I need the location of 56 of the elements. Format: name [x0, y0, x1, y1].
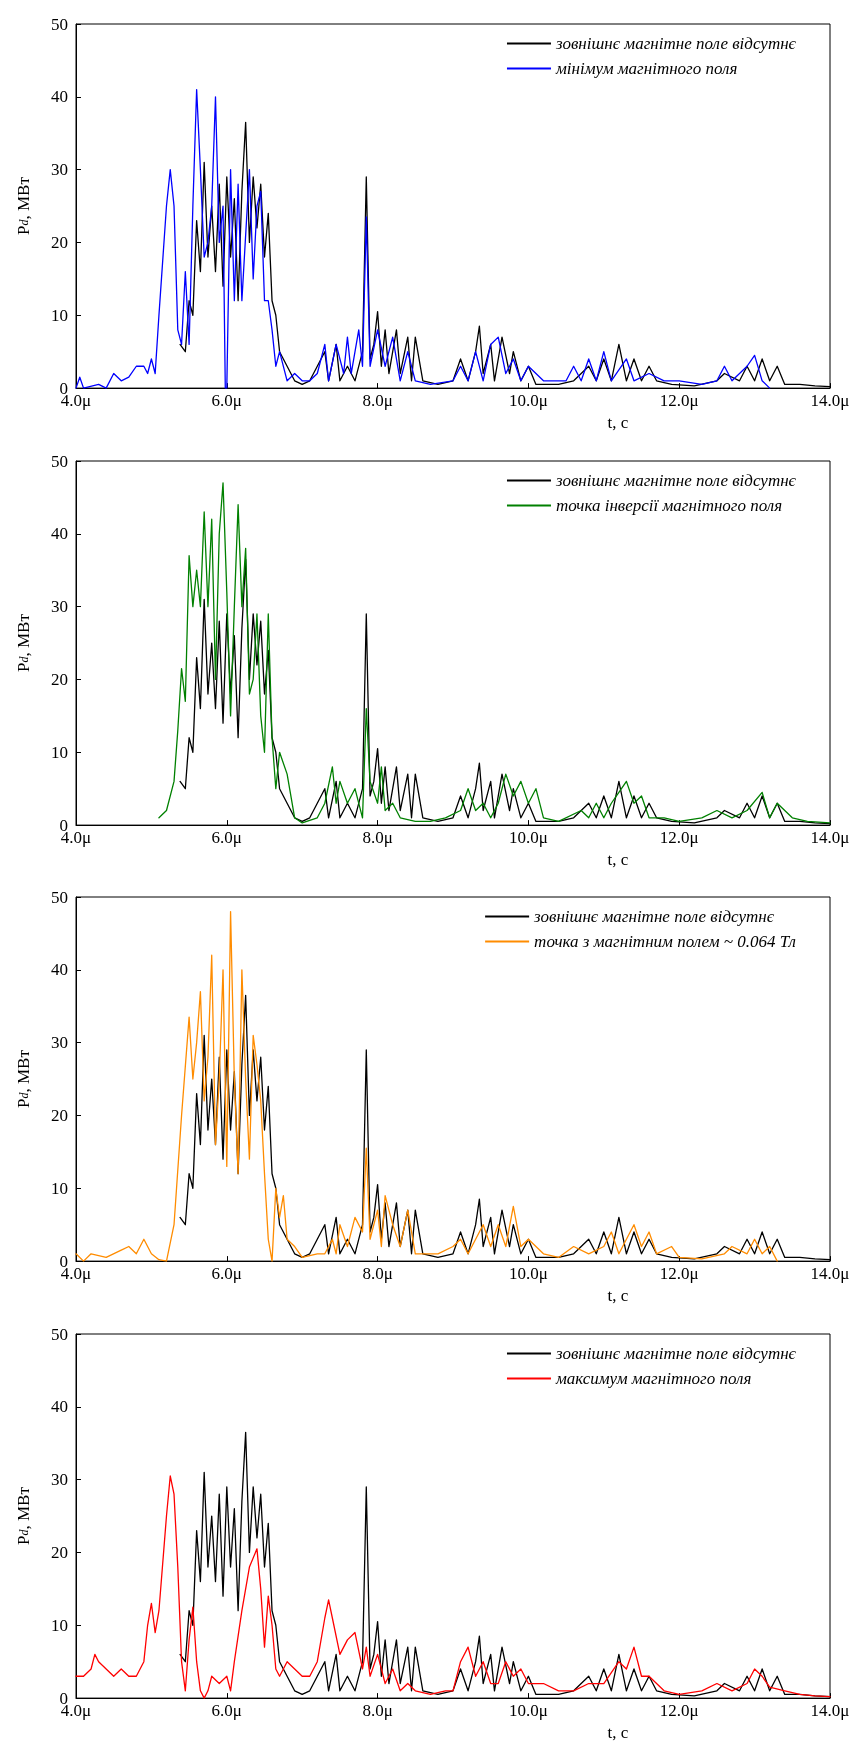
x-tick-label: 14.0μ	[810, 1700, 850, 1720]
y-tick-label: 10	[51, 1615, 68, 1635]
y-tick-label: 10	[51, 742, 68, 762]
y-tick-label: 30	[51, 1033, 68, 1053]
y-tick-label: 40	[51, 960, 68, 980]
x-tick-label: 6.0μ	[211, 391, 242, 411]
y-tick-label: 40	[51, 87, 68, 107]
y-tick-label: 20	[51, 669, 68, 689]
y-tick-label: 50	[51, 887, 68, 907]
y-tick-label: 40	[51, 523, 68, 543]
x-tick-label: 14.0μ	[810, 827, 850, 847]
y-tick-label: 50	[51, 451, 68, 470]
y-tick-label: 10	[51, 1178, 68, 1198]
x-tick-label: 6.0μ	[211, 827, 242, 847]
legend-label: максимум магнітного поля	[554, 1368, 752, 1388]
x-axis-title: t, с	[607, 413, 629, 432]
x-tick-label: 12.0μ	[659, 1700, 699, 1720]
y-tick-label: 20	[51, 1542, 68, 1562]
legend-label: зовнішнє магнітне поле відсутнє	[533, 907, 775, 926]
x-axis-title: t, с	[607, 1722, 629, 1742]
x-tick-label: 10.0μ	[508, 827, 548, 847]
x-tick-label: 10.0μ	[508, 391, 548, 411]
x-axis-title: t, с	[607, 849, 629, 869]
x-tick-label: 6.0μ	[211, 1264, 242, 1284]
x-tick-label: 6.0μ	[211, 1700, 242, 1720]
y-tick-label: 20	[51, 1105, 68, 1125]
x-tick-label: 8.0μ	[362, 1264, 393, 1284]
x-tick-label: 12.0μ	[659, 1264, 699, 1284]
x-axis-title: t, с	[607, 1286, 629, 1305]
x-tick-label: 12.0μ	[659, 391, 699, 411]
line-series	[75, 88, 771, 389]
legend-label: точка з магнітним полем ~ 0.064 Тл	[534, 932, 796, 951]
legend-label: зовнішнє магнітне поле відсутнє	[554, 34, 797, 53]
line-series	[75, 910, 778, 1262]
y-tick-label: 10	[51, 305, 68, 325]
y-tick-label: 50	[51, 1324, 68, 1343]
y-axis-title: Pd, МВт	[14, 613, 33, 672]
x-tick-label: 8.0μ	[362, 1700, 393, 1720]
y-tick-label: 30	[51, 596, 68, 616]
x-tick-label: 12.0μ	[659, 827, 699, 847]
legend-label: зовнішнє магнітне поле відсутнє	[554, 1343, 797, 1363]
x-tick-label: 8.0μ	[362, 391, 393, 411]
legend-label: точка інверсії магнітного поля	[555, 495, 783, 515]
y-tick-label: 50	[51, 14, 68, 34]
x-tick-label: 10.0μ	[508, 1264, 548, 1284]
x-tick-label: 14.0μ	[810, 1264, 850, 1284]
x-tick-label: 8.0μ	[362, 827, 393, 847]
legend-label: мінімум магнітного поля	[554, 59, 738, 78]
x-tick-label: 10.0μ	[508, 1700, 548, 1720]
y-axis-title: Pd, МВт	[14, 1486, 33, 1545]
y-tick-label: 20	[51, 232, 68, 252]
y-tick-label: 30	[51, 1469, 68, 1489]
legend-label: зовнішнє магнітне поле відсутнє	[554, 470, 797, 490]
x-tick-label: 14.0μ	[810, 391, 850, 411]
y-tick-label: 30	[51, 160, 68, 180]
y-tick-label: 40	[51, 1396, 68, 1416]
